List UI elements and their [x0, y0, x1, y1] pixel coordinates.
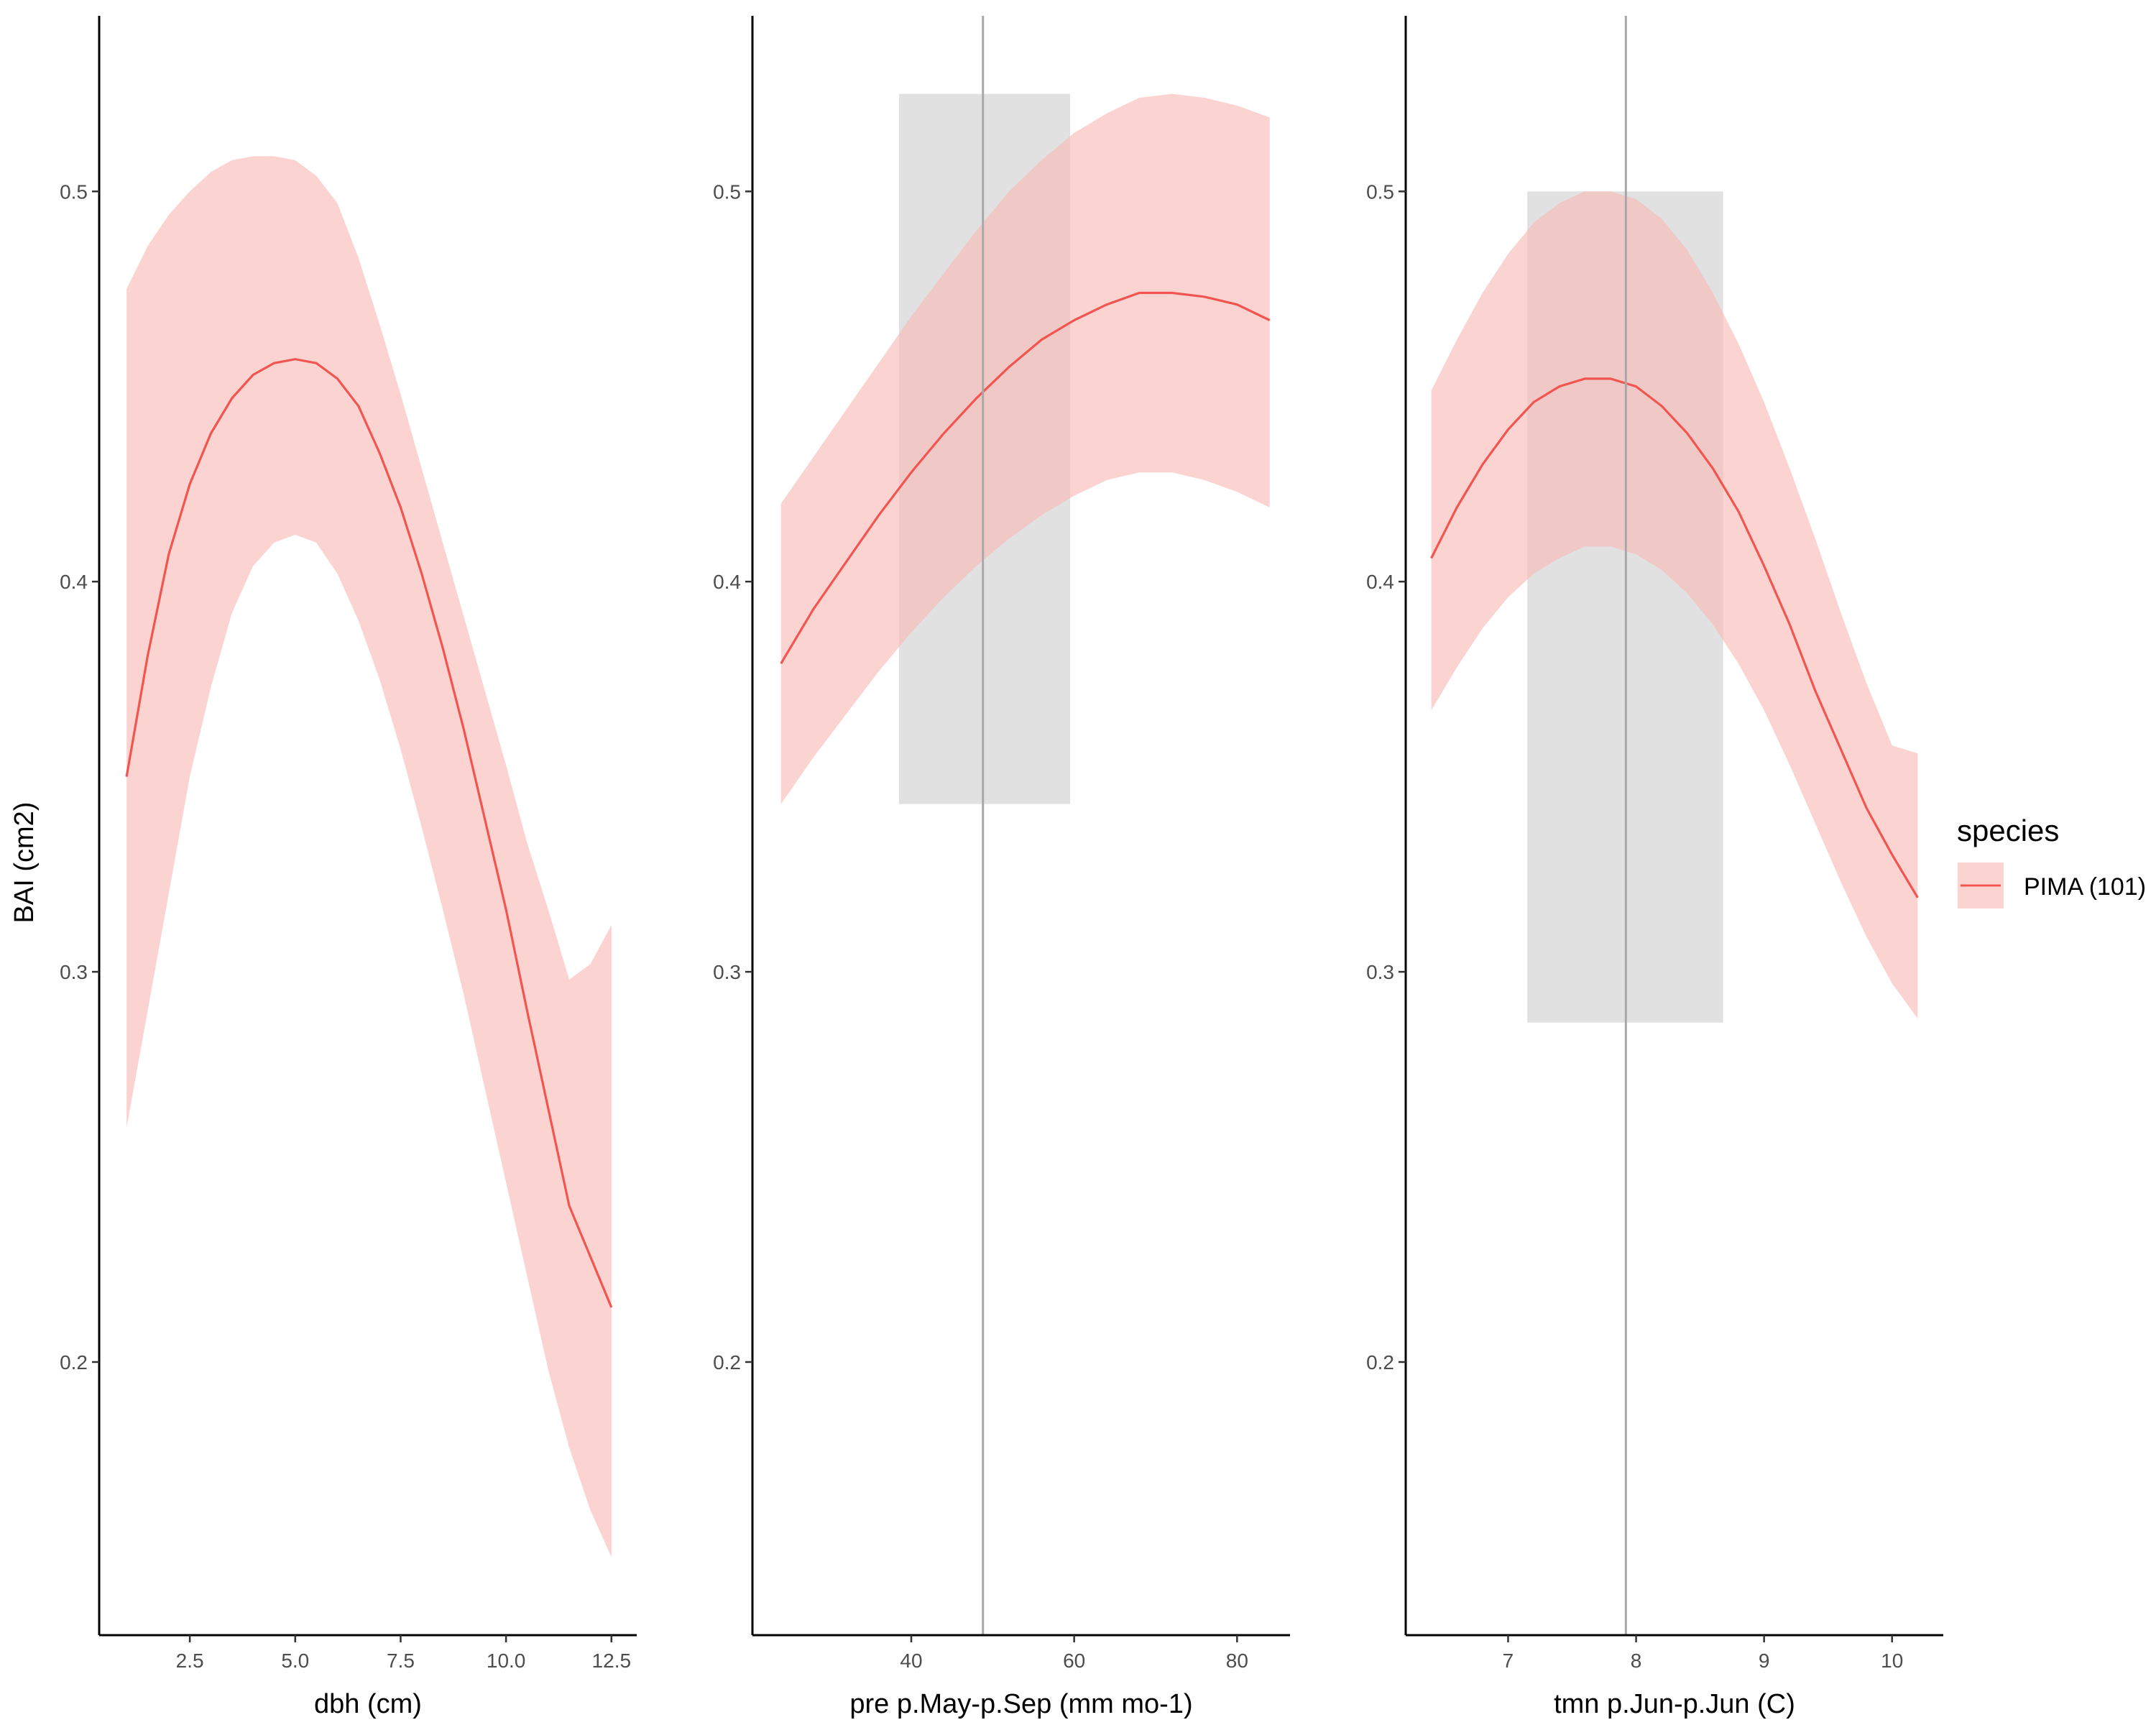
x-tick-label: 10.0	[487, 1650, 526, 1672]
y-tick-label: 0.3	[1366, 961, 1394, 983]
x-axis-title: dbh (cm)	[314, 1689, 422, 1719]
y-axis-title-group: BAI (cm2)	[9, 802, 40, 924]
x-tick-label: 12.5	[592, 1650, 632, 1672]
x-tick-label: 5.0	[281, 1650, 309, 1672]
y-tick-label: 0.2	[60, 1351, 88, 1374]
x-tick-label: 40	[900, 1650, 922, 1672]
y-tick-label: 0.3	[60, 961, 88, 983]
y-tick-label: 0.3	[713, 961, 741, 983]
y-tick-label: 0.4	[713, 571, 741, 593]
x-tick-label: 10	[1881, 1650, 1903, 1672]
panel-temperature: 0.2 0.3 0.4 0.5 7 8 9 10 tmn p.Jun-p.Jun (C)	[1366, 16, 1943, 1719]
y-tick-label: 0.2	[1366, 1351, 1394, 1374]
x-tick-label: 8	[1631, 1650, 1642, 1672]
x-tick-label: 80	[1226, 1650, 1248, 1672]
fitted-curve	[1430, 377, 1919, 898]
fitted-curve	[780, 291, 1271, 665]
x-tick-label: 9	[1759, 1650, 1770, 1672]
confidence-ribbon	[126, 156, 612, 1558]
legend-item-label: PIMA (101)	[2024, 873, 2146, 901]
confidence-ribbon	[780, 93, 1270, 804]
y-tick-label: 0.4	[1366, 571, 1394, 593]
y-axis-title: BAI (cm2)	[9, 802, 40, 924]
y-tick-label: 0.5	[713, 180, 741, 203]
panel-precipitation: 0.2 0.3 0.4 0.5 40 60 80 pre p.May-p.Sep (mm mo…	[713, 16, 1290, 1719]
x-tick-label: 7.5	[387, 1650, 415, 1672]
panel-dbh: 0.2 0.3 0.4 0.5 2.5 5.0 7.5 10.0 12.5 dbh (cm)	[60, 16, 637, 1719]
x-axis-title: tmn p.Jun-p.Jun (C)	[1554, 1689, 1795, 1719]
x-tick-label: 2.5	[176, 1650, 204, 1672]
y-tick-label: 0.2	[713, 1351, 741, 1374]
y-tick-label: 0.5	[1366, 180, 1394, 203]
legend: species PIMA (101)	[1957, 814, 2146, 908]
y-tick-label: 0.4	[60, 571, 88, 593]
legend-title: species	[1957, 814, 2059, 847]
x-axis-title: pre p.May-p.Sep (mm mo-1)	[849, 1689, 1192, 1719]
confidence-ribbon	[1431, 191, 1918, 1019]
y-tick-label: 0.5	[60, 180, 88, 203]
x-tick-label: 7	[1503, 1650, 1514, 1672]
x-tick-label: 60	[1063, 1650, 1085, 1672]
fitted-curve	[125, 358, 613, 1308]
